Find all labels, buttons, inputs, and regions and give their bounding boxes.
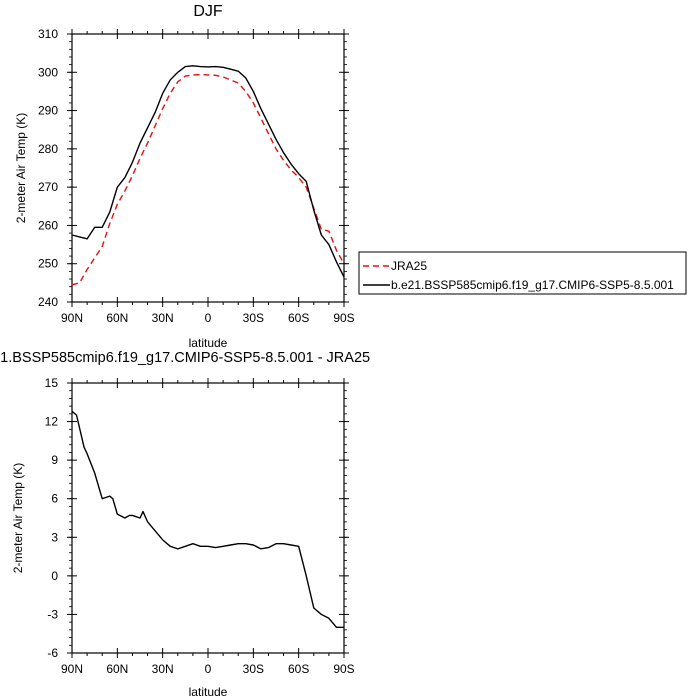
top-y-tick-label: 270	[38, 180, 58, 194]
top-x-tick-label: 30S	[243, 311, 264, 325]
top-y-axis-label: 2-meter Air Temp (K)	[14, 113, 28, 223]
top-ticks: 90N 60N 30N 0 30S 60S 90S 240 250 260 270 280 290 300…	[38, 27, 355, 325]
top-x-tick-label: 0	[205, 311, 212, 325]
top-chart: DJF 90N 60N 30N 0 30S 60S 90S 240 250 260 270 280 29…	[14, 3, 355, 350]
top-series-line-1	[71, 65, 345, 278]
bottom-y-tick-label: 9	[51, 453, 58, 467]
top-y-tick-label: 240	[38, 295, 58, 309]
top-plot-frame	[71, 33, 345, 303]
bottom-y-tick-label: -3	[47, 607, 58, 621]
legend-box	[358, 251, 687, 295]
bottom-x-tick-label: 30N	[152, 662, 174, 676]
bottom-y-tick-label: 15	[45, 376, 59, 390]
top-x-tick-label: 90S	[333, 311, 354, 325]
bottom-x-tick-label: 30S	[243, 662, 264, 676]
bottom-y-tick-label: 3	[51, 530, 58, 544]
bottom-y-axis-label: 2-meter Air Temp (K)	[11, 463, 25, 573]
bottom-chart: b.e21.BSSP585cmip6.f19_g17.CMIP6-SSP5-8.…	[0, 350, 370, 699]
top-chart-title: DJF	[193, 3, 223, 20]
top-y-tick-label: 300	[38, 65, 58, 79]
bottom-x-tick-label: 0	[205, 662, 212, 676]
bottom-plot-frame	[71, 382, 345, 654]
legend: JRA25 b.e21.BSSP585cmip6.f19_g17.CMIP6-S…	[358, 251, 687, 295]
bottom-x-tick-label: 90N	[61, 662, 83, 676]
top-series-line-0	[71, 73, 345, 286]
top-y-tick-label: 310	[38, 27, 58, 41]
top-y-tick-label: 280	[38, 142, 58, 156]
bottom-y-tick-label: -6	[47, 646, 58, 660]
top-x-tick-label: 60N	[106, 311, 128, 325]
bottom-ticks: 90N 60N 30N 0 30S 60S 90S -6 -3 0 3 6 9 12 15	[45, 376, 355, 676]
bottom-chart-title: b.e21.BSSP585cmip6.f19_g17.CMIP6-SSP5-8.…	[0, 350, 370, 366]
bottom-x-axis-label: latitude	[189, 685, 228, 699]
top-x-tick-label: 60S	[288, 311, 309, 325]
top-x-tick-label: 30N	[152, 311, 174, 325]
bottom-y-tick-label: 0	[51, 569, 58, 583]
legend-label-jra25: JRA25	[391, 259, 427, 273]
top-y-tick-label: 290	[38, 104, 58, 118]
top-y-tick-label: 250	[38, 257, 58, 271]
bottom-x-tick-label: 90S	[333, 662, 354, 676]
bottom-y-tick-label: 12	[45, 415, 59, 429]
bottom-x-tick-label: 60N	[106, 662, 128, 676]
legend-label-model: b.e21.BSSP585cmip6.f19_g17.CMIP6-SSP5-8.…	[391, 278, 674, 292]
bottom-y-tick-label: 6	[51, 492, 58, 506]
top-y-tick-label: 260	[38, 218, 58, 232]
top-x-tick-label: 90N	[61, 311, 83, 325]
bottom-series-line-0	[71, 410, 344, 628]
top-x-axis-label: latitude	[189, 336, 228, 350]
top-series	[71, 65, 345, 286]
bottom-series	[71, 410, 344, 628]
bottom-x-tick-label: 60S	[288, 662, 309, 676]
